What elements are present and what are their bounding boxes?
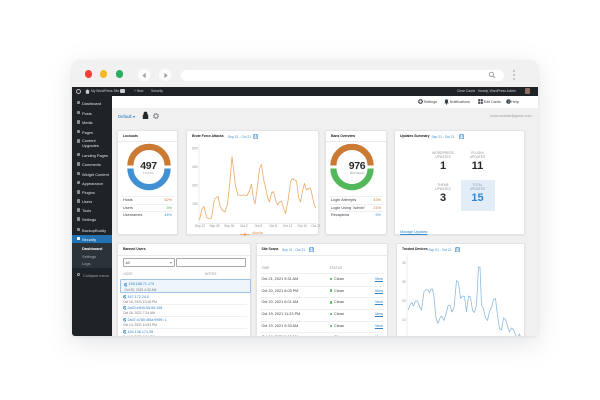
svg-text:Sep 26: Sep 26 <box>210 224 220 228</box>
svg-text:Sep 30: Sep 30 <box>224 224 234 228</box>
svg-text:Oct 12: Oct 12 <box>283 224 293 228</box>
svg-text:20: 20 <box>402 299 406 303</box>
svg-text:300: 300 <box>192 183 198 187</box>
svg-text:Sep 22: Sep 22 <box>195 224 205 228</box>
svg-text:Oct 2: Oct 2 <box>240 224 248 228</box>
svg-text:150: 150 <box>192 202 198 206</box>
svg-text:600: 600 <box>192 146 198 150</box>
svg-text:Oct 5: Oct 5 <box>255 224 263 228</box>
svg-text:?: ? <box>507 100 509 104</box>
svg-text:40: 40 <box>402 261 406 265</box>
svg-text:Oct 8: Oct 8 <box>269 224 277 228</box>
svg-text:Oct 16: Oct 16 <box>298 224 308 228</box>
svg-text:30: 30 <box>402 280 406 284</box>
svg-text:Oct 20: Oct 20 <box>311 224 320 228</box>
svg-text:10: 10 <box>402 318 406 322</box>
svg-text:450: 450 <box>192 165 198 169</box>
